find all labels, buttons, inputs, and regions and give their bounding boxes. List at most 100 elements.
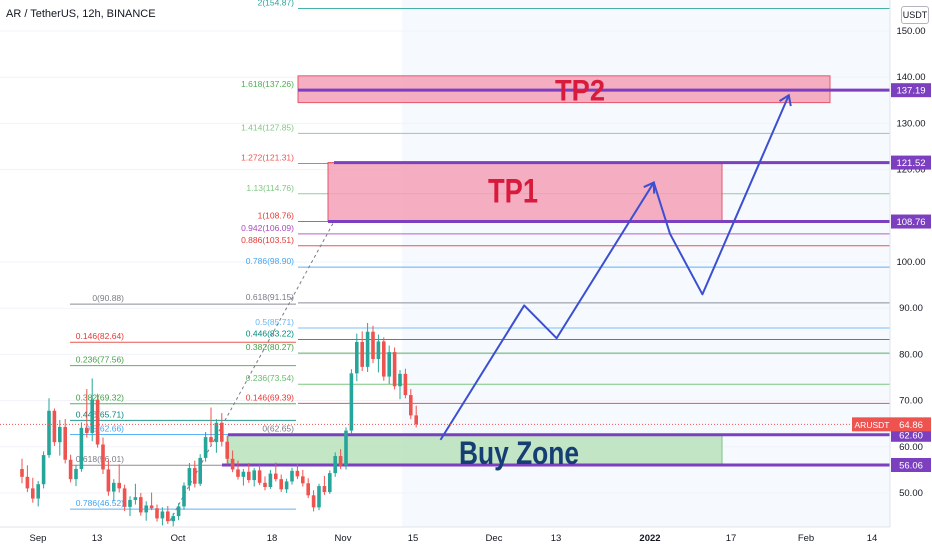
fib-level-label: 0.146(69.39) [246, 392, 294, 402]
candle-body [203, 437, 208, 458]
price-tick-label: 130.00 [896, 118, 925, 129]
fib-level-label: 0.942(106.09) [241, 223, 294, 233]
candle-body [306, 483, 310, 496]
price-tick-label: 90.00 [899, 303, 923, 314]
candle-body [209, 437, 213, 443]
candle-body [241, 471, 246, 477]
time-tick-label: Oct [171, 533, 186, 544]
candle-body [149, 505, 154, 509]
target-zones [222, 75, 890, 467]
price-tick-label: 140.00 [896, 72, 925, 83]
candle-body [144, 505, 148, 513]
currency-button[interactable]: USDT [901, 6, 929, 24]
candle-body [344, 430, 348, 466]
fib-level-label-left: 0.786(46.52) [76, 498, 124, 508]
fib-level-label-left: 0.618(56.01) [76, 454, 124, 464]
current-price-tag [852, 417, 931, 432]
time-tick-label: 17 [726, 533, 737, 544]
candle-body [236, 469, 240, 477]
candle-body [338, 456, 343, 466]
fib-level-label-left: 0(90.88) [92, 293, 124, 303]
level-tag-label: 108.76 [896, 217, 925, 228]
candle-body [301, 476, 305, 484]
level-tag [891, 458, 931, 473]
fib-level-label: 0.786(98.90) [246, 256, 294, 266]
tp1-arrowhead [643, 181, 656, 194]
level-tag-label: 121.52 [896, 158, 925, 169]
fib-level-label: 1.13(114.76) [246, 183, 294, 193]
candle-body [403, 373, 408, 396]
level-tag [891, 214, 931, 229]
candle-body [31, 488, 35, 499]
candle-body [182, 485, 186, 507]
candle-body [220, 422, 224, 442]
current-price-label: 64.86 [899, 420, 923, 431]
level-tag-label: 56.06 [899, 461, 923, 472]
candle-body [252, 470, 256, 481]
fib-level-label: 0.618(91.15) [246, 292, 294, 302]
current-symbol-label: ARUSDT [855, 420, 890, 430]
candle-body [101, 444, 105, 470]
time-tick-label: 13 [92, 533, 103, 544]
candle-body [214, 422, 219, 443]
candle-body [166, 511, 170, 522]
candle-body [268, 473, 273, 487]
candle-body [25, 476, 30, 489]
price-tick-label: 50.00 [899, 488, 923, 499]
candle-body [263, 482, 267, 487]
candle-body [274, 473, 278, 480]
candle-body [155, 508, 159, 519]
candle-body [414, 415, 418, 425]
fib-level-label: 1(108.76) [258, 211, 295, 221]
candle-body [371, 331, 375, 360]
fib-level-label-left: 0.5(62.66) [85, 424, 124, 434]
candle-body [360, 341, 364, 367]
candle-body [160, 511, 165, 519]
candle-body [52, 410, 57, 443]
candle-body [47, 410, 51, 456]
candle-body [106, 469, 111, 492]
candle-body [176, 506, 181, 517]
candle-body [392, 352, 397, 387]
candle-body [85, 427, 89, 433]
candle-body [90, 399, 94, 433]
price-tick-label: 150.00 [896, 26, 925, 37]
candle-body [112, 482, 116, 492]
time-tick-label: Sep [30, 533, 47, 544]
candle-body [409, 395, 413, 416]
fib-level-label-left: 0.446(65.71) [76, 409, 124, 419]
tp2-arrowhead [778, 93, 792, 107]
candle-body [398, 373, 402, 387]
candle-body [376, 341, 381, 360]
candle-body [230, 458, 235, 470]
candle-body [198, 457, 202, 484]
fib-level-label: 1.414(127.85) [241, 122, 294, 132]
candle-body [74, 468, 78, 480]
fib-trend-line [169, 221, 335, 521]
projected-path [439, 93, 792, 441]
fib-level-label-left: 0.236(77.56) [76, 355, 124, 365]
candle-body [317, 486, 321, 508]
candle-body [36, 484, 40, 499]
candle-body [187, 468, 192, 486]
time-tick-label: 13 [551, 533, 562, 544]
candle-body [365, 331, 370, 367]
candle-body [128, 499, 132, 507]
candle-body [171, 516, 175, 522]
tp1-label: TP1 [488, 172, 538, 210]
candle-body [68, 459, 73, 480]
time-tick-label: Feb [798, 533, 814, 544]
candle-body [95, 399, 100, 445]
candle-body [122, 488, 127, 507]
fib-level-label: 1.618(137.26) [241, 79, 294, 89]
time-tick-label: Nov [335, 533, 352, 544]
time-axis-bg [0, 527, 890, 550]
candle-body [279, 479, 283, 490]
candle-body [349, 373, 354, 431]
candles [20, 322, 418, 527]
candle-body [333, 456, 337, 474]
candle-body [63, 426, 67, 460]
candle-body [41, 455, 46, 485]
